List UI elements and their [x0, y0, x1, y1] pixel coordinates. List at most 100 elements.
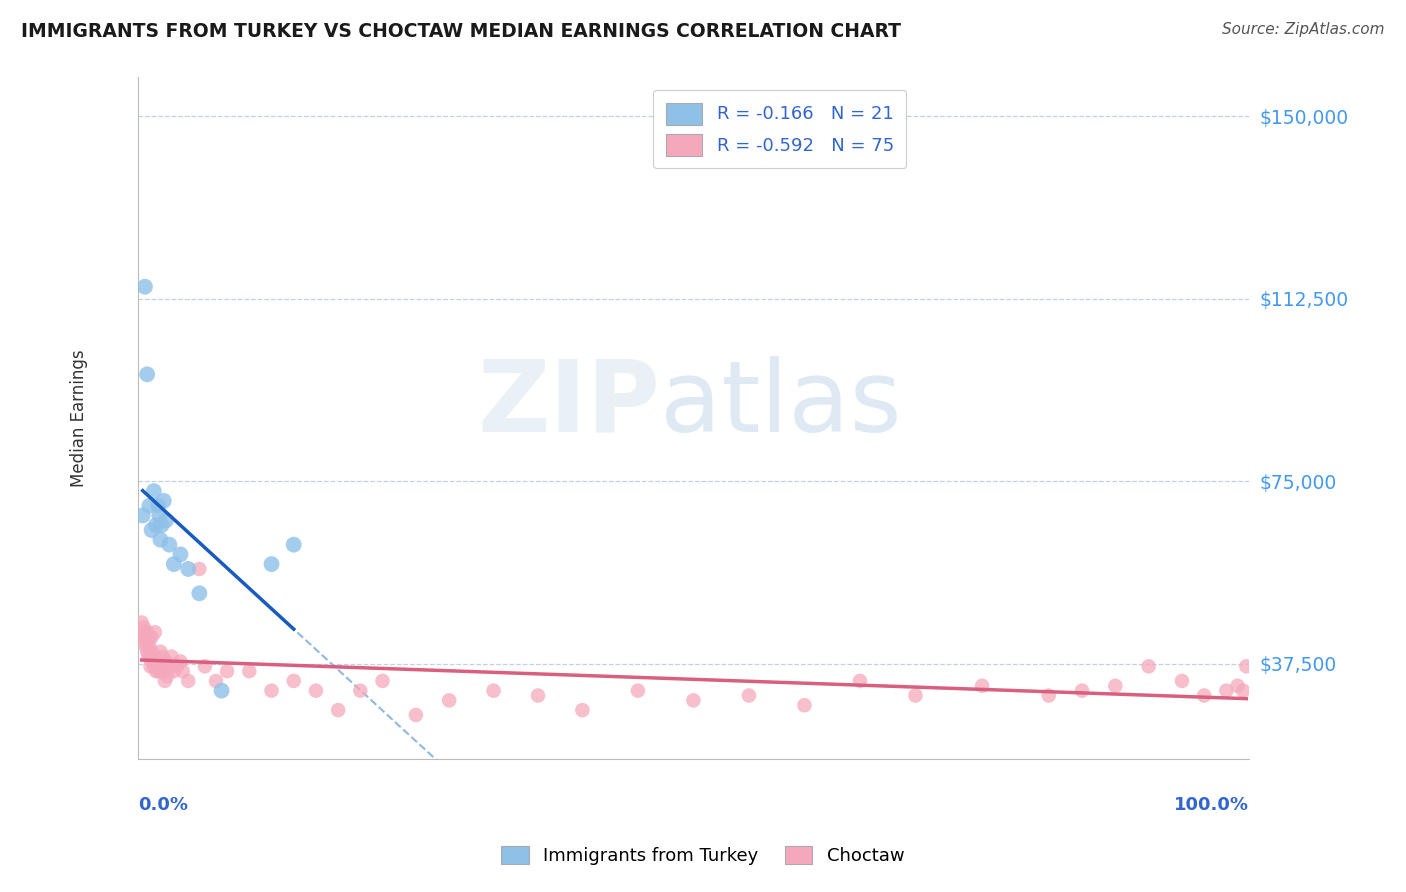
Point: [132, 630, 155, 644]
Point: [134, 625, 156, 640]
Point: [177, 673, 200, 688]
Text: Median Earnings: Median Earnings: [70, 350, 89, 487]
Point: [238, 664, 260, 678]
Point: [152, 649, 174, 664]
Point: [1071, 683, 1094, 698]
Point: [169, 548, 191, 562]
Point: [138, 640, 160, 654]
Point: [143, 625, 166, 640]
Point: [145, 518, 167, 533]
Point: [150, 659, 173, 673]
Point: [172, 664, 194, 678]
Point: [142, 659, 165, 673]
Point: [148, 664, 170, 678]
Point: [1234, 659, 1257, 673]
Point: [145, 664, 167, 678]
Text: IMMIGRANTS FROM TURKEY VS CHOCTAW MEDIAN EARNINGS CORRELATION CHART: IMMIGRANTS FROM TURKEY VS CHOCTAW MEDIAN…: [21, 22, 901, 41]
Point: [141, 630, 163, 644]
Point: [1232, 683, 1254, 698]
Text: 100.0%: 100.0%: [1174, 797, 1249, 814]
Point: [326, 703, 349, 717]
Point: [160, 649, 183, 664]
Point: [482, 683, 505, 698]
Point: [627, 683, 650, 698]
Legend: Immigrants from Turkey, Choctaw: Immigrants from Turkey, Choctaw: [495, 838, 911, 872]
Point: [143, 649, 166, 664]
Text: 0.0%: 0.0%: [138, 797, 188, 814]
Point: [153, 673, 176, 688]
Point: [163, 664, 186, 678]
Point: [138, 630, 160, 644]
Point: [153, 493, 176, 508]
Point: [260, 557, 283, 571]
Point: [136, 645, 159, 659]
Point: [132, 620, 155, 634]
Point: [169, 655, 191, 669]
Point: [136, 368, 159, 382]
Point: [260, 683, 283, 698]
Point: [371, 673, 394, 688]
Point: [131, 615, 153, 630]
Point: [738, 689, 761, 703]
Point: [527, 689, 550, 703]
Point: [194, 659, 217, 673]
Text: Source: ZipAtlas.com: Source: ZipAtlas.com: [1222, 22, 1385, 37]
Point: [177, 562, 200, 576]
Point: [1137, 659, 1160, 673]
Point: [136, 625, 159, 640]
Point: [1104, 679, 1126, 693]
Point: [134, 279, 156, 293]
Point: [188, 586, 211, 600]
Point: [145, 655, 167, 669]
Point: [148, 499, 170, 513]
Point: [149, 645, 172, 659]
Point: [135, 640, 157, 654]
Point: [1226, 679, 1249, 693]
Point: [148, 659, 170, 673]
Point: [139, 659, 162, 673]
Point: [1192, 689, 1215, 703]
Point: [142, 484, 165, 499]
Point: [437, 693, 460, 707]
Point: [188, 562, 211, 576]
Point: [849, 673, 872, 688]
Point: [283, 538, 305, 552]
Point: [136, 649, 159, 664]
Point: [283, 673, 305, 688]
Point: [139, 649, 162, 664]
Point: [1215, 683, 1237, 698]
Point: [148, 508, 170, 523]
Point: [155, 655, 177, 669]
Point: [157, 659, 180, 673]
Point: [571, 703, 593, 717]
Point: [166, 659, 188, 673]
Point: [132, 508, 155, 523]
Point: [217, 664, 239, 678]
Point: [149, 533, 172, 547]
Point: [156, 669, 179, 683]
Point: [682, 693, 704, 707]
Point: [1171, 673, 1194, 688]
Point: [141, 645, 163, 659]
Point: [305, 683, 328, 698]
Point: [135, 630, 157, 644]
Point: [141, 523, 163, 537]
Point: [205, 673, 228, 688]
Point: [904, 689, 927, 703]
Point: [150, 518, 173, 533]
Point: [793, 698, 815, 713]
Point: [349, 683, 371, 698]
Text: ZIP: ZIP: [477, 356, 661, 453]
Point: [149, 664, 172, 678]
Point: [148, 655, 170, 669]
Text: atlas: atlas: [661, 356, 901, 453]
Legend: R = -0.166   N = 21, R = -0.592   N = 75: R = -0.166 N = 21, R = -0.592 N = 75: [654, 90, 907, 169]
Point: [1038, 689, 1060, 703]
Point: [146, 659, 169, 673]
Point: [163, 557, 186, 571]
Point: [211, 683, 233, 698]
Point: [972, 679, 994, 693]
Point: [142, 655, 165, 669]
Point: [136, 635, 159, 649]
Point: [157, 538, 180, 552]
